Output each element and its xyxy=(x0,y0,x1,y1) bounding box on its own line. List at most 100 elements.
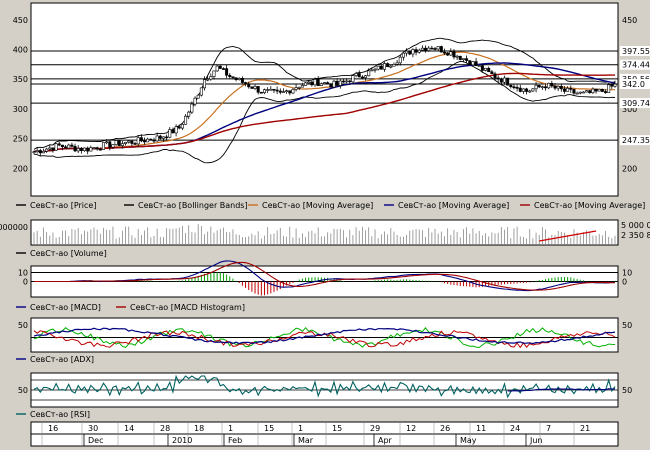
candle-body xyxy=(203,79,207,89)
candle-body xyxy=(430,47,434,50)
rsi-y-tick-right: 50 xyxy=(622,386,632,395)
rsi-y-tick-left: 50 xyxy=(18,386,28,395)
adx-y-tick-right: 50 xyxy=(622,321,632,330)
candle-body xyxy=(288,90,292,94)
price-level-label-bg xyxy=(620,78,650,89)
candle-body xyxy=(136,137,140,145)
x-day-tick: 16 xyxy=(48,424,58,433)
candle-body xyxy=(57,143,61,146)
x-day-tick: 15 xyxy=(332,424,342,433)
candle-body xyxy=(370,69,374,72)
candle-body xyxy=(566,87,570,92)
candle-body xyxy=(212,70,216,77)
candle-body xyxy=(329,83,333,88)
price-y-tick-right: 200 xyxy=(622,164,637,173)
candle-body xyxy=(48,147,52,150)
price-level-label-bg xyxy=(620,73,650,84)
price-y-tick-left: 200 xyxy=(13,164,28,173)
candle-body xyxy=(218,65,222,69)
candle-body xyxy=(531,88,535,92)
macd-y-tick-left: 0 xyxy=(23,278,28,287)
candle-body xyxy=(417,49,421,53)
candle-body xyxy=(319,83,323,87)
price-y-tick-right: 450 xyxy=(622,16,637,25)
candle-body xyxy=(174,126,178,134)
candle-body xyxy=(146,138,150,143)
candle-body xyxy=(120,143,124,146)
candle-body xyxy=(449,51,453,56)
candle-body xyxy=(547,83,551,89)
x-month-tick: 2010 xyxy=(172,436,192,445)
candle-body xyxy=(322,82,326,84)
candle-body xyxy=(158,135,162,139)
price-legend: СевСт-ао [Price] СевСт-ао [Bollinger Band… xyxy=(16,201,645,210)
price-level-label-bg xyxy=(620,46,650,57)
candle-body xyxy=(89,147,93,152)
price-y-tick-left: 450 xyxy=(13,16,28,25)
candle-body xyxy=(231,76,235,79)
candle-body xyxy=(275,89,279,92)
candle-body xyxy=(193,97,197,105)
candle-body xyxy=(597,88,601,92)
legend-label: СевСт-ао [MACD] xyxy=(30,303,101,312)
candle-body xyxy=(307,81,311,84)
candle-body xyxy=(613,83,617,87)
price-level-label: 397.55 xyxy=(622,47,650,56)
candle-body xyxy=(60,144,64,148)
candle-body xyxy=(420,47,424,51)
candle-body xyxy=(373,68,377,71)
candle-body xyxy=(291,89,295,94)
candle-body xyxy=(54,143,58,151)
macd-legend: СевСт-ао [MACD] СевСт-ао [MACD Histogram] xyxy=(16,303,245,312)
candle-body xyxy=(446,52,450,56)
volume-y-tick-left: 000000 xyxy=(0,223,28,232)
candle-body xyxy=(79,148,83,152)
candle-body xyxy=(414,49,418,53)
candle-body xyxy=(569,87,573,90)
candle-body xyxy=(64,146,68,149)
x-day-tick: 26 xyxy=(440,424,450,433)
candle-body xyxy=(338,80,342,86)
candle-body xyxy=(92,147,96,149)
candle-body xyxy=(221,68,225,70)
candle-body xyxy=(341,80,345,83)
price-panel: 200200250250300300350350400400450450 397… xyxy=(13,2,650,197)
candle-body xyxy=(348,80,352,83)
adx-legend: СевСт-ао [ADX] xyxy=(16,355,94,364)
legend-label: СевСт-ао [Bollinger Bands] xyxy=(138,201,248,210)
candle-body xyxy=(124,142,128,144)
rsi-gridlines xyxy=(31,379,618,401)
rsi-y-ticks: 50 50 xyxy=(18,386,632,395)
candle-body xyxy=(95,147,99,150)
candle-body xyxy=(155,135,159,142)
candle-body xyxy=(259,91,263,94)
candle-body xyxy=(386,63,390,68)
candle-body xyxy=(544,86,548,89)
candle-body xyxy=(228,74,232,77)
adx-panel: 50 50 xyxy=(18,317,632,353)
candle-body xyxy=(326,82,330,85)
bollinger-bands xyxy=(33,37,616,164)
candle-body xyxy=(389,65,393,68)
candle-body xyxy=(411,49,415,55)
candle-body xyxy=(502,77,506,83)
candle-body xyxy=(171,129,175,134)
candle-body xyxy=(364,75,368,78)
candle-body xyxy=(335,80,339,86)
candle-body xyxy=(51,147,55,151)
x-day-tick: 7 xyxy=(546,424,551,433)
price-plot-area xyxy=(30,2,619,197)
candle-body xyxy=(512,86,516,89)
candle-body xyxy=(471,61,475,66)
x-axis: 16 30 14 28 18 1 15 1 15 29 12 26 11 24 7 21 Dec 2010 Feb… xyxy=(30,421,619,447)
price-level-label: 374.44 xyxy=(622,61,650,70)
candle-body xyxy=(108,141,112,148)
legend-label: СевСт-ао [Moving Average] xyxy=(534,201,645,210)
candle-body xyxy=(398,56,402,64)
candle-body xyxy=(152,139,156,142)
candle-body xyxy=(465,58,469,61)
rsi-legend: СевСт-ао [RSI] xyxy=(16,410,90,419)
rsi-panel: 50 50 xyxy=(18,372,632,408)
candle-body xyxy=(525,88,529,92)
candle-body xyxy=(215,65,219,72)
